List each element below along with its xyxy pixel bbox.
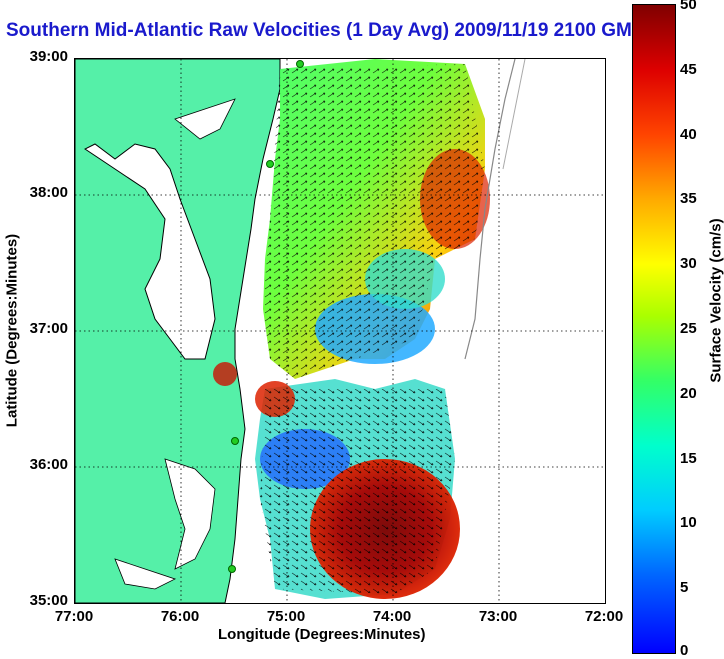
colorbar-tick-label: 0	[680, 642, 689, 659]
station-marker	[228, 565, 236, 573]
colorbar-tick-label: 45	[680, 61, 697, 78]
map-svg	[75, 59, 605, 603]
x-axis-title: Longitude (Degrees:Minutes)	[218, 626, 426, 643]
station-marker	[296, 60, 304, 68]
colorbar-tick-label: 10	[680, 514, 697, 531]
grid-lines	[75, 59, 605, 603]
x-tick-label: 76:00	[160, 608, 200, 625]
y-tick-label: 37:00	[29, 320, 68, 337]
colorbar-tick-label: 25	[680, 320, 697, 337]
colorbar-tick-label: 35	[680, 190, 697, 207]
station-marker	[266, 160, 274, 168]
map-title: Southern Mid-Atlantic Raw Velocities (1 …	[6, 20, 644, 41]
colorbar-tick-label: 30	[680, 255, 697, 272]
x-tick-label: 75:00	[266, 608, 306, 625]
station-marker	[231, 437, 239, 445]
y-tick-label: 38:00	[29, 184, 68, 201]
radar-stations	[228, 60, 304, 573]
colorbar-tick-label: 20	[680, 385, 697, 402]
x-tick-label: 77:00	[54, 608, 94, 625]
y-tick-label: 39:00	[29, 48, 68, 65]
colorbar-tick-label: 40	[680, 126, 697, 143]
colorbar-title: Surface Velocity (cm/s)	[707, 218, 724, 383]
colorbar	[632, 4, 676, 654]
y-tick-label: 35:00	[29, 592, 68, 609]
velocity-vectors-south	[260, 389, 455, 594]
y-axis-title: Latitude (Degrees:Minutes)	[3, 233, 21, 428]
colorbar-tick-label: 50	[680, 0, 697, 13]
x-tick-label: 74:00	[372, 608, 412, 625]
colorbar-tick-label: 5	[680, 579, 689, 596]
x-tick-label: 72:00	[584, 608, 624, 625]
velocity-vectors-north	[263, 64, 485, 379]
map-plot-area[interactable]	[74, 58, 606, 604]
y-tick-label: 36:00	[29, 456, 68, 473]
bathymetry-contour	[464, 59, 516, 360]
colorbar-tick-label: 15	[680, 450, 697, 467]
chesapeake-bay	[84, 143, 216, 360]
x-tick-label: 73:00	[478, 608, 518, 625]
